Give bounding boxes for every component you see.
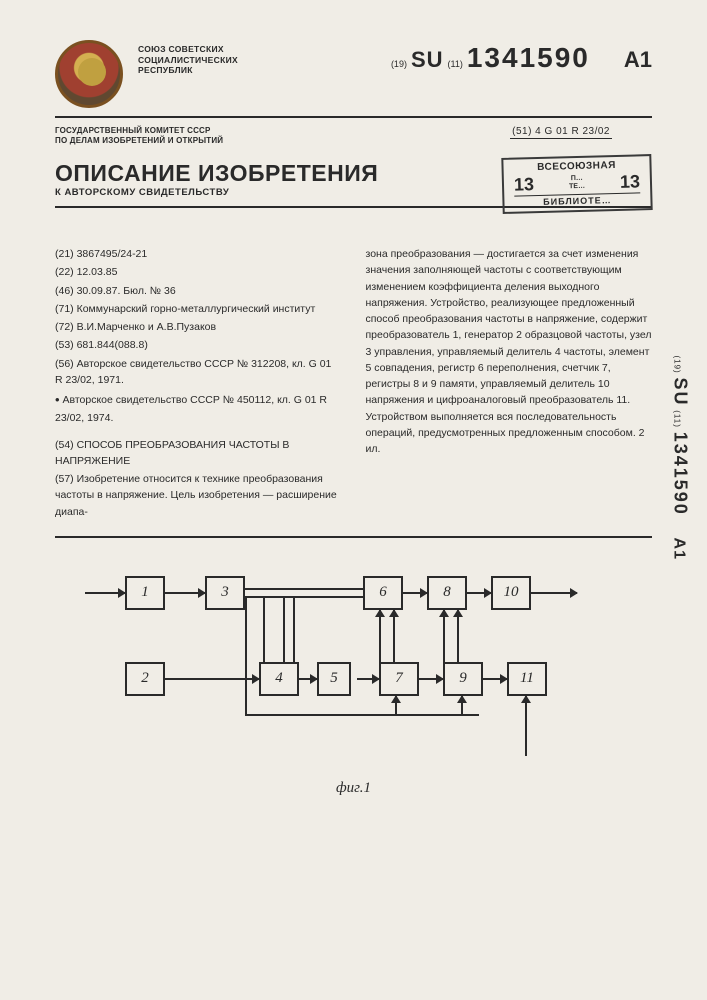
union-line: РЕСПУБЛИК [138,65,238,76]
code-number: 1341590 [467,42,590,74]
wire [245,588,363,590]
field-53: (53) 681.844(088.8) [55,337,342,353]
left-column: (21) 3867495/24-21 (22) 12.03.85 (46) 30… [55,246,342,522]
block-5: 5 [317,662,351,696]
wire [165,592,205,594]
block-7: 7 [379,662,419,696]
block-10: 10 [491,576,531,610]
code-su: SU [411,47,444,73]
output-arrow [531,592,577,594]
figure-label: фиг.1 [55,780,652,797]
wire [461,696,463,716]
union-text: СОЮЗ СОВЕТСКИХ СОЦИАЛИСТИЧЕСКИХ РЕСПУБЛИ… [138,40,238,76]
wire [293,596,295,662]
wire [419,678,443,680]
publication-code: (19) SU (11) 1341590 A1 [391,40,652,74]
stamp-num-left: 13 [514,174,535,195]
field-57: (57) Изобретение относится к технике пре… [55,471,342,520]
code-prefix: (19) [391,59,407,69]
block-8: 8 [427,576,467,610]
union-line: СОЮЗ СОВЕТСКИХ [138,44,238,55]
field-71: (71) Коммунарский горно-металлургический… [55,301,342,317]
header-rule [55,116,652,118]
committee-line: ПО ДЕЛАМ ИЗОБРЕТЕНИЙ И ОТКРЫТИЙ [55,136,223,146]
block-11: 11 [507,662,547,696]
code-kind: A1 [624,47,652,73]
wire [245,714,479,716]
side-publication-code: (19) SU (11) 1341590 A1 [670,355,691,560]
wire [393,610,395,662]
input-arrow [85,592,125,594]
committee: ГОСУДАРСТВЕННЫЙ КОМИТЕТ СССР ПО ДЕЛАМ ИЗ… [55,126,223,146]
wire [483,678,507,680]
classification-code: (51) 4 G 01 R 23/02 [510,126,612,139]
stamp-num-right: 13 [620,171,641,192]
union-line: СОЦИАЛИСТИЧЕСКИХ [138,55,238,66]
state-emblem [55,40,123,108]
field-21: (21) 3867495/24-21 [55,246,342,262]
block-2: 2 [125,662,165,696]
block-3: 3 [205,576,245,610]
block-6: 6 [363,576,403,610]
stamp-bottom: БИБЛИОТЕ… [514,195,640,209]
field-46: (46) 30.09.87. Бюл. № 36 [55,283,342,299]
field-54: (54) СПОСОБ ПРЕОБРАЗОВАНИЯ ЧАСТОТЫ В НАП… [55,437,342,470]
field-56a: (56) Авторское свидетельство СССР № 3122… [55,356,342,389]
wire [443,610,445,662]
wire [283,596,285,662]
code-mid: (11) [448,59,463,69]
block-diagram: 1 3 6 8 10 2 4 5 7 9 11 [125,566,622,776]
wire [299,678,317,680]
body-rule [55,536,652,538]
field-22: (22) 12.03.85 [55,264,342,280]
library-stamp: ВСЕСОЮЗНАЯ 13 П…ТЕ… 13 БИБЛИОТЕ… [501,154,652,213]
block-1: 1 [125,576,165,610]
stamp-mid-text: П…ТЕ… [569,175,585,191]
input-arrow-bottom [525,696,527,756]
wire [357,678,379,680]
wire [379,610,381,662]
wire [395,696,397,716]
wire [457,610,459,662]
body-columns: (21) 3867495/24-21 (22) 12.03.85 (46) 30… [55,246,652,522]
wire [263,596,265,662]
right-column: зона преобразования — достигается за сче… [366,246,653,522]
block-9: 9 [443,662,483,696]
wire [403,592,427,594]
committee-line: ГОСУДАРСТВЕННЫЙ КОМИТЕТ СССР [55,126,223,136]
field-56b: • Авторское свидетельство СССР № 450112,… [55,390,342,426]
abstract-continuation: зона преобразования — достигается за сче… [366,246,653,457]
field-72: (72) В.И.Марченко и А.В.Пузаков [55,319,342,335]
wire [245,596,247,716]
block-4: 4 [259,662,299,696]
wire [467,592,491,594]
